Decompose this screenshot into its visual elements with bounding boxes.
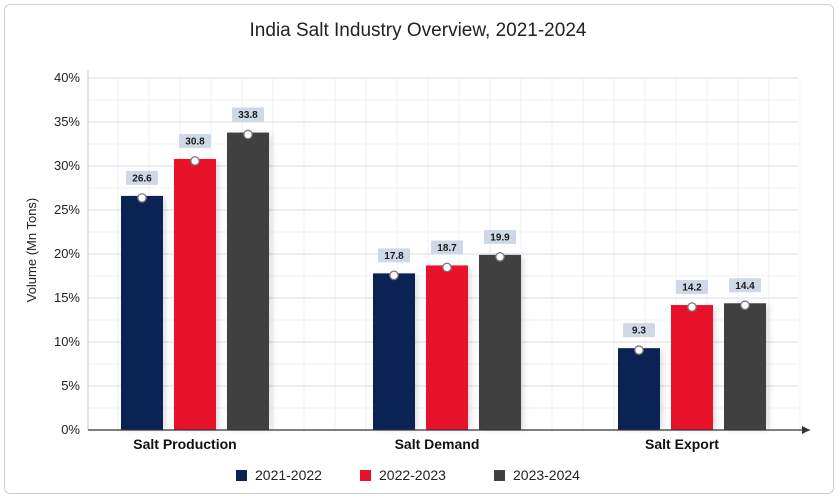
legend-label: 2023-2024 (513, 467, 580, 483)
category-label: Salt Export (645, 436, 719, 452)
data-point-marker (137, 193, 147, 203)
legend: 2021-2022 2022-2023 2023-2024 (236, 467, 580, 483)
data-point-marker (243, 129, 253, 140)
data-point-marker (687, 302, 697, 312)
data-label: 30.8 (185, 136, 205, 147)
bars: 26.6 30.8 33.8 17.8 18.7 19.9 9.3 14.2 14.4 (121, 107, 769, 430)
category-label: Salt Demand (395, 436, 480, 452)
x-axis (88, 426, 810, 434)
data-point-marker (634, 345, 644, 356)
data-label-box (126, 170, 158, 185)
y-tick-label: 15% (54, 290, 80, 305)
category-labels: Salt Production Salt Demand Salt Export (133, 436, 719, 452)
bar (618, 348, 660, 430)
y-tick-label: 20% (54, 246, 80, 261)
data-label: 18.7 (437, 243, 457, 254)
y-tick-label: 10% (54, 334, 80, 349)
data-label-box (431, 240, 463, 255)
x-axis-arrow (802, 426, 810, 434)
bar (174, 158, 216, 430)
y-tick-label: 35% (54, 114, 80, 129)
y-tick-label: 0% (61, 422, 80, 437)
bar (227, 132, 269, 430)
data-label: 19.9 (490, 232, 510, 243)
legend-swatch (494, 470, 505, 481)
data-label: 33.8 (238, 110, 258, 121)
legend-swatch (236, 470, 247, 481)
bar (671, 305, 713, 430)
data-label-box (729, 278, 761, 293)
data-point-marker (389, 270, 399, 281)
y-tick-label: 40% (54, 70, 80, 85)
data-label-box (676, 280, 708, 295)
data-point-marker (442, 262, 452, 273)
y-tick-label: 30% (54, 158, 80, 173)
legend-label: 2021-2022 (255, 467, 322, 483)
data-point-marker (740, 300, 750, 311)
data-label: 26.6 (132, 173, 152, 184)
data-label-box (378, 248, 410, 263)
legend-label: 2022-2023 (379, 467, 446, 483)
data-point-marker (495, 252, 505, 262)
bar (121, 195, 163, 430)
y-axis-ticks: 0% 5% 10% 15% 20% 25% 30% 35% 40% (54, 70, 89, 437)
y-tick-label: 25% (54, 202, 80, 217)
y-tick-label: 5% (61, 378, 80, 393)
data-label: 9.3 (632, 326, 646, 337)
data-label: 14.4 (735, 281, 755, 292)
bar (479, 254, 521, 430)
bar (724, 303, 766, 430)
data-label-box (484, 229, 516, 244)
category-label: Salt Production (133, 436, 236, 452)
bar (373, 273, 415, 430)
legend-swatch (360, 470, 371, 481)
data-label: 17.8 (384, 251, 404, 262)
bar (426, 265, 468, 430)
data-label-box (179, 133, 211, 148)
data-label-box (623, 323, 655, 338)
y-axis-label: Volume (Mn Tons) (24, 198, 39, 303)
data-label-box (232, 107, 264, 122)
chart-title: India Salt Industry Overview, 2021-2024 (250, 20, 587, 41)
data-point-marker (190, 156, 200, 166)
data-label: 14.2 (682, 283, 702, 294)
